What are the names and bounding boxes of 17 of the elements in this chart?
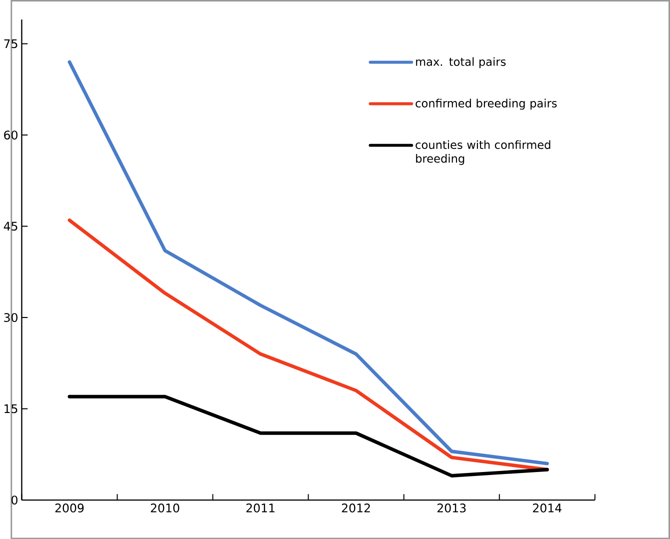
y-tick-label: 45 bbox=[4, 222, 18, 231]
y-tick-label: 15 bbox=[4, 404, 18, 414]
x-tick-label: 2013 bbox=[438, 503, 466, 512]
legend-label: max. total pairs bbox=[416, 57, 506, 68]
x-tick-label: 2011 bbox=[246, 503, 274, 512]
legend-label: confirmed breeding pairs bbox=[416, 98, 557, 110]
y-tick-label: 30 bbox=[4, 312, 18, 322]
y-tick-label: 60 bbox=[4, 130, 18, 140]
y-tick-label: 0 bbox=[12, 496, 18, 504]
x-tick-label: 2009 bbox=[55, 503, 84, 512]
x-tick-label: 2014 bbox=[533, 503, 562, 512]
y-tick-label: 75 bbox=[4, 39, 18, 48]
line-series bbox=[68, 218, 549, 472]
line-series bbox=[68, 394, 549, 478]
x-tick-label: 2012 bbox=[342, 503, 370, 512]
x-tick-label: 2010 bbox=[150, 503, 180, 512]
legend-label: counties with confirmed breeding bbox=[416, 140, 550, 165]
